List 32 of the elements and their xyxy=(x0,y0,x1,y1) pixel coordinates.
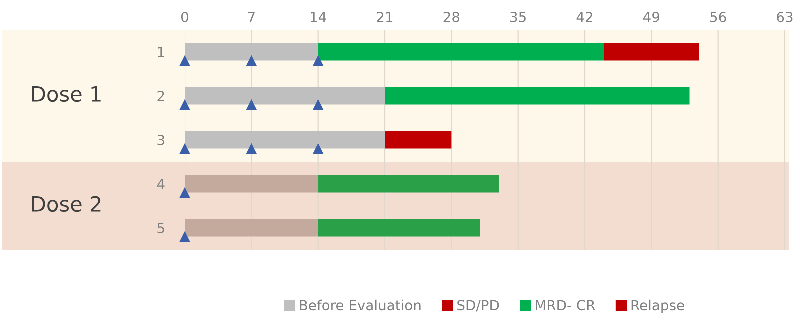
y-tick-label: 1 xyxy=(158,47,164,58)
band-label: Dose 1 xyxy=(32,86,101,102)
x-tick-label: 56 xyxy=(710,12,726,22)
band-label: Dose 2 xyxy=(32,196,101,212)
x-tick-label: 63 xyxy=(777,12,793,22)
bar xyxy=(318,175,500,193)
x-tick-label: 28 xyxy=(444,12,460,22)
legend-label: SD/PD xyxy=(458,300,500,312)
bar xyxy=(185,43,318,61)
bar xyxy=(185,219,318,237)
x-tick-label: 49 xyxy=(644,12,660,22)
bar xyxy=(385,131,452,149)
bar xyxy=(185,175,318,193)
y-tick-label: 5 xyxy=(158,223,164,234)
x-tick-label: 21 xyxy=(377,12,393,22)
y-tick-label: 2 xyxy=(158,90,164,102)
x-tick-label: 0 xyxy=(181,12,188,22)
bar xyxy=(185,131,385,149)
bar xyxy=(604,43,700,61)
x-tick-label: 42 xyxy=(576,12,592,22)
bar xyxy=(185,87,385,105)
legend-label: MRD- CR xyxy=(536,300,596,311)
x-tick-label: 7 xyxy=(248,12,255,22)
x-tick-label: 35 xyxy=(510,12,526,22)
bar xyxy=(385,87,690,105)
legend-label: Before Evaluation xyxy=(300,300,421,311)
bar xyxy=(318,43,604,61)
bar xyxy=(318,219,480,237)
y-tick-label: 3 xyxy=(158,134,164,146)
legend-label: Relapse xyxy=(632,300,684,314)
y-tick-label: 4 xyxy=(157,179,165,190)
x-tick-label: 14 xyxy=(311,12,326,22)
